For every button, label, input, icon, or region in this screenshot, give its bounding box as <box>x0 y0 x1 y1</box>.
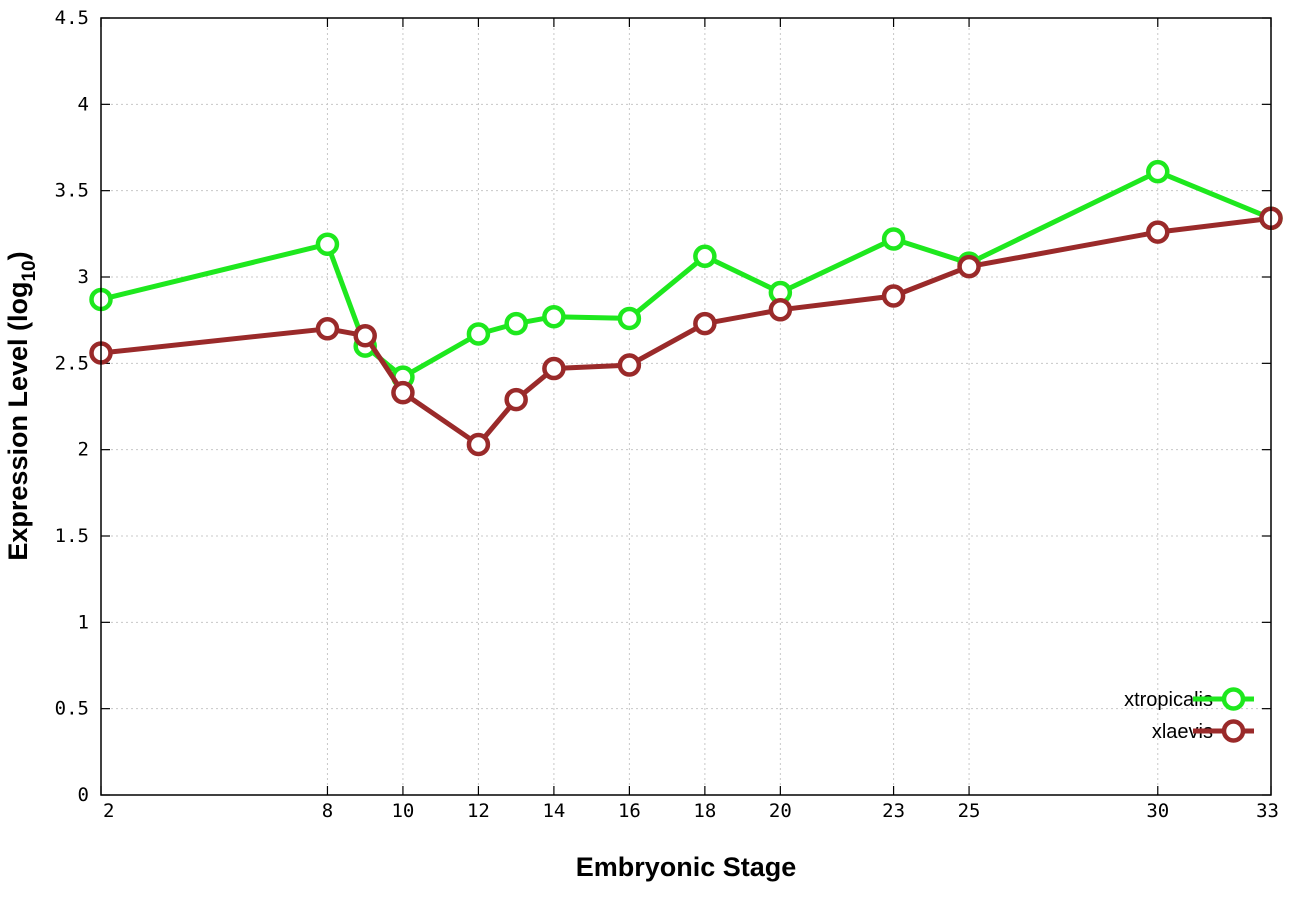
data-point-xtropicalis <box>466 322 491 346</box>
x-axis-title: Embryonic Stage <box>576 852 797 882</box>
data-point-xlaevis <box>391 380 415 405</box>
data-point-xlaevis <box>1146 220 1170 244</box>
data-point-xtropicalis <box>542 304 566 329</box>
data-point-xlaevis <box>466 432 491 457</box>
data-point-xlaevis <box>768 298 793 322</box>
data-point-xlaevis <box>957 254 981 279</box>
x-tick-label: 20 <box>769 800 792 822</box>
y-tick-label: 4 <box>78 93 89 115</box>
data-point-xlaevis <box>617 353 642 377</box>
y-axis-title-main: Expression Level (log <box>3 282 33 561</box>
y-tick-label: 4.5 <box>55 7 89 29</box>
tick-labels: 0 0.5 1 1.5 2 2.5 3 3.5 4 4.5 2 8 10 12 14 16 18 20 23 25 30… <box>55 7 1279 822</box>
data-point-xtropicalis <box>881 227 906 251</box>
data-point-xtropicalis <box>504 311 528 336</box>
data-point-xlaevis <box>353 323 377 348</box>
y-tick-label: 1.5 <box>55 525 89 547</box>
data-point-xtropicalis <box>617 306 642 331</box>
x-tick-label: 25 <box>958 800 981 822</box>
plot-frame <box>100 17 1272 796</box>
x-tick-label: 18 <box>693 800 716 822</box>
data-point-xlaevis <box>542 356 566 381</box>
y-axis-title-subscript: 10 <box>19 260 40 281</box>
y-axis-title-close: ) <box>3 251 33 260</box>
data-point-xlaevis <box>504 387 528 412</box>
y-tick-label: 0.5 <box>55 698 89 720</box>
legend-swatch-marker-xtropicalis <box>1221 687 1246 711</box>
data-point-xlaevis <box>315 317 340 341</box>
series-line-xtropicalis <box>100 169 1272 380</box>
axis-ticks <box>100 17 1272 796</box>
data-point-xtropicalis <box>315 232 340 256</box>
y-tick-label: 3 <box>78 266 89 288</box>
y-tick-label: 1 <box>78 611 89 633</box>
series-line-xlaevis <box>100 215 1272 447</box>
data-point-xlaevis <box>693 311 717 336</box>
grid <box>101 18 1271 795</box>
y-tick-label: 3.5 <box>55 180 89 202</box>
y-tick-label: 0 <box>78 784 89 806</box>
x-tick-label: 8 <box>322 800 333 822</box>
series-xtropicalis <box>89 159 1283 389</box>
y-axis-title: Expression Level (log10) <box>3 251 40 560</box>
x-tick-label: 14 <box>542 800 565 822</box>
series-group <box>89 159 1283 457</box>
x-tick-label: 33 <box>1256 800 1279 822</box>
series-xlaevis <box>89 206 1283 457</box>
x-tick-label: 16 <box>618 800 641 822</box>
x-tick-label: 10 <box>391 800 414 822</box>
data-point-xtropicalis <box>1146 159 1170 184</box>
data-point-xtropicalis <box>693 244 717 269</box>
x-tick-label: 12 <box>467 800 490 822</box>
data-point-xlaevis <box>881 284 906 308</box>
legend-label-xtropicalis: xtropicalis <box>1124 689 1213 711</box>
x-tick-label: 2 <box>103 800 114 822</box>
legend: xtropicalis xlaevis <box>1124 687 1254 743</box>
x-tick-label: 30 <box>1146 800 1169 822</box>
y-tick-label: 2.5 <box>55 352 89 374</box>
legend-label-xlaevis: xlaevis <box>1152 721 1213 743</box>
legend-swatch-marker-xlaevis <box>1221 719 1246 743</box>
y-tick-label: 2 <box>78 439 89 461</box>
x-tick-label: 23 <box>882 800 905 822</box>
